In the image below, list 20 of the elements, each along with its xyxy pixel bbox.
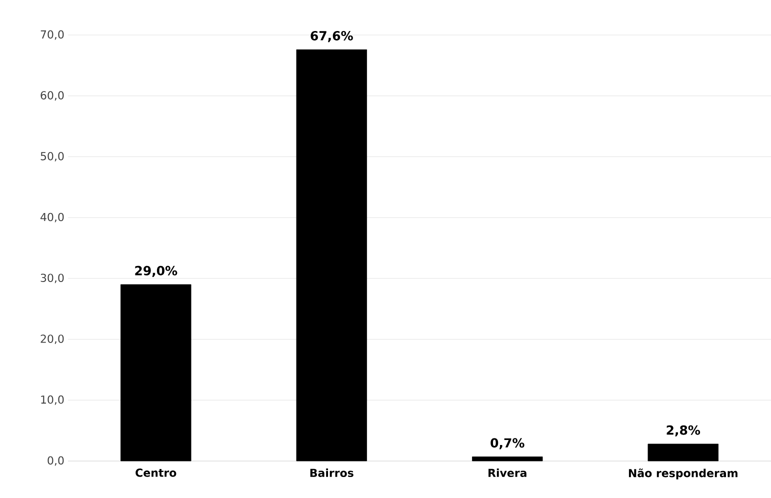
y-tick-label: 50,0 <box>40 152 64 162</box>
y-tick-label: 20,0 <box>40 334 64 344</box>
data-label: 67,6% <box>310 31 353 42</box>
y-tick-label: 40,0 <box>40 212 64 222</box>
y-tick-label: 30,0 <box>40 274 64 284</box>
bar <box>648 444 718 462</box>
x-tick-label: Rivera <box>488 468 526 478</box>
data-label: 29,0% <box>135 266 178 277</box>
bar <box>296 49 367 462</box>
x-tick-label: Centro <box>136 468 176 477</box>
x-tick-label: Bairros <box>310 468 354 478</box>
bar <box>472 456 543 462</box>
data-label: 2,8% <box>666 425 700 436</box>
bar <box>120 284 192 462</box>
y-tick-label: 10,0 <box>41 395 64 405</box>
x-tick-label: Não responderam <box>628 468 738 480</box>
y-tick-label: 70,0 <box>40 30 64 40</box>
y-tick-label: 60,0 <box>40 91 64 101</box>
data-label: 0,7% <box>490 438 524 450</box>
y-tick-label: 0,0 <box>48 456 64 466</box>
